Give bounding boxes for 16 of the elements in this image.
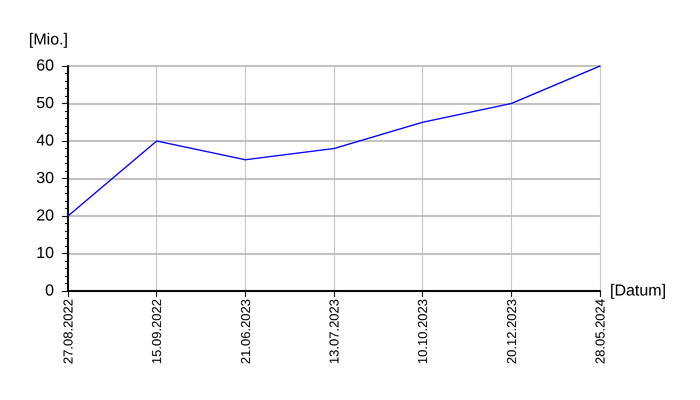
y-tick-label: 20 — [36, 208, 54, 224]
x-axis-title: [Datum] — [610, 282, 666, 300]
x-tick-label: 28.05.2024 — [592, 299, 608, 364]
y-tick-label: 40 — [36, 132, 54, 150]
y-tick-label: 10 — [36, 245, 54, 262]
y-tick-label: 0 — [45, 282, 54, 300]
y-tick-label: 60 — [36, 58, 54, 74]
x-tick-label: 27.08.2022 — [60, 299, 76, 364]
x-tick-label: 20.12.2023 — [504, 299, 519, 364]
x-tick-label: 15.09.2022 — [149, 299, 164, 364]
y-tick-label: 50 — [36, 95, 54, 112]
y-tick-label: 30 — [36, 170, 54, 187]
y-axis-title: [Mio.] — [28, 32, 68, 48]
x-tick-label: 13.07.2023 — [326, 299, 342, 364]
x-tick-label: 10.10.2023 — [415, 299, 430, 364]
x-tick-label: 21.06.2023 — [238, 299, 253, 364]
